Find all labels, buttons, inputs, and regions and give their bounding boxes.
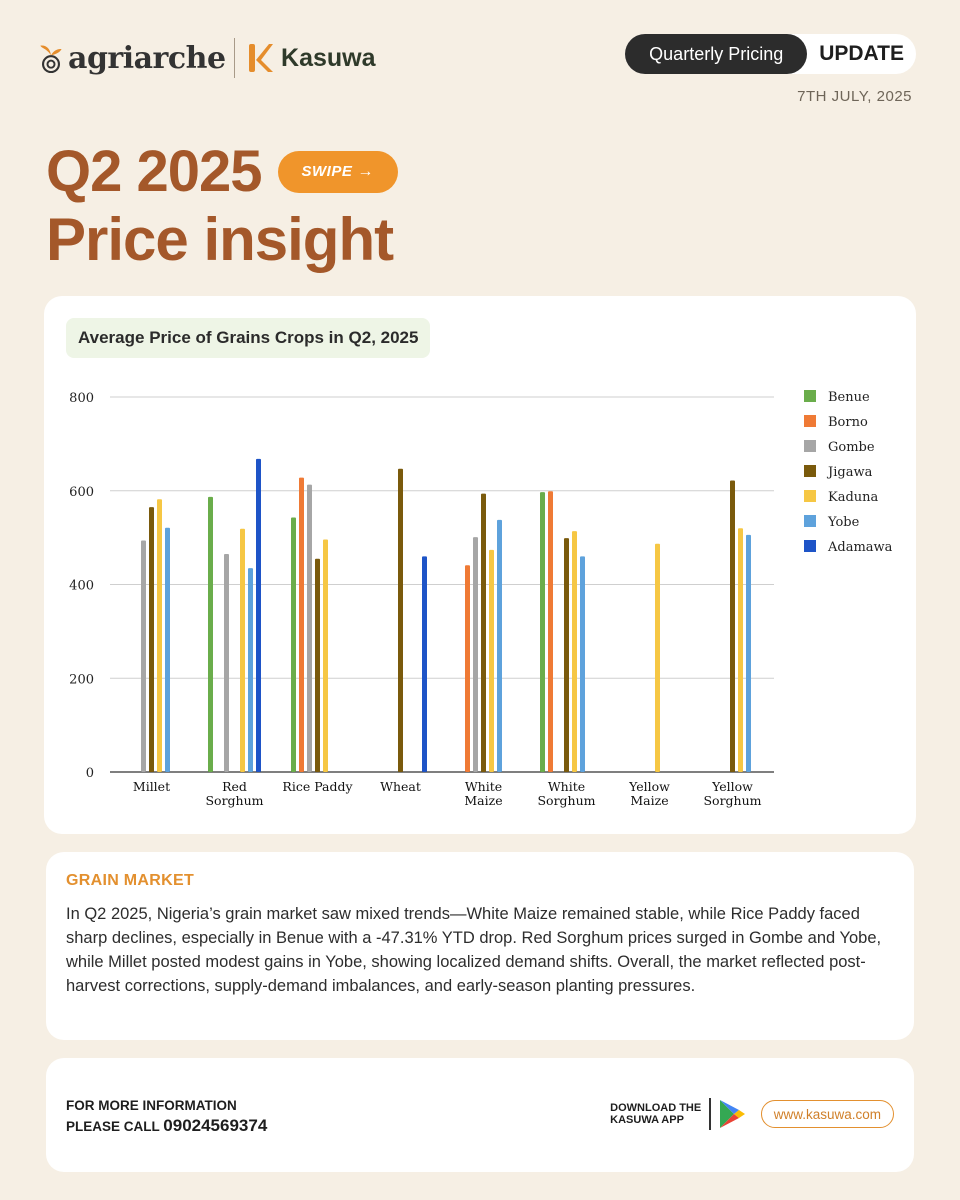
bar-kaduna-4 <box>489 549 494 772</box>
footer-card: FOR MORE INFORMATION PLEASE CALL 0902456… <box>46 1058 914 1172</box>
y-tick-label: 600 <box>69 485 94 500</box>
x-tick-label: Sorghum <box>537 793 595 808</box>
x-tick-label: White <box>465 779 502 794</box>
quarterly-update-badge: Quarterly Pricing UPDATE <box>625 34 916 74</box>
bar-borno-5 <box>548 491 553 772</box>
chart-title: Average Price of Grains Crops in Q2, 202… <box>66 318 431 358</box>
bar-gombe-1 <box>224 554 229 772</box>
legend-swatch <box>804 465 816 477</box>
legend-label: Borno <box>828 415 868 430</box>
swipe-label: SWIPE <box>301 163 353 180</box>
x-tick-label: Yellow <box>628 779 670 794</box>
legend-label: Adamawa <box>827 540 893 555</box>
bar-kaduna-2 <box>323 539 328 772</box>
kasuwa-k-icon <box>249 44 274 72</box>
website-link[interactable]: www.kasuwa.com <box>760 1100 894 1128</box>
download-line-1: DOWNLOAD THE <box>610 1102 702 1114</box>
agriarche-wordmark: agriarche <box>68 40 226 76</box>
download-divider <box>709 1098 711 1130</box>
bar-kaduna-0 <box>157 499 162 772</box>
contact-line-2: PLEASE CALL <box>66 1119 160 1134</box>
download-line-2: KASUWA APP <box>610 1114 684 1126</box>
bar-adamawa-1 <box>256 458 261 772</box>
brand-logos: agriarche Kasuwa <box>36 38 376 78</box>
legend-label: Gombe <box>828 440 875 455</box>
bar-yobe-1 <box>248 568 253 772</box>
bar-jigawa-0 <box>149 507 154 772</box>
bar-jigawa-3 <box>398 468 403 772</box>
legend-swatch <box>804 515 816 527</box>
legend-swatch <box>804 390 816 402</box>
legend-label: Benue <box>828 390 870 405</box>
x-tick-label: Millet <box>133 779 170 794</box>
legend-swatch <box>804 490 816 502</box>
x-tick-label: Wheat <box>380 779 421 794</box>
contact-info: FOR MORE INFORMATION PLEASE CALL 0902456… <box>66 1096 267 1137</box>
legend-swatch <box>804 540 816 552</box>
headline: Q2 2025 SWIPE → Price insight <box>46 140 398 272</box>
x-tick-label: Red <box>222 779 247 794</box>
market-commentary: In Q2 2025, Nigeria’s grain market saw m… <box>66 905 882 995</box>
bar-gombe-4 <box>473 537 478 772</box>
bar-gombe-2 <box>307 484 312 772</box>
kasuwa-wordmark: Kasuwa <box>281 43 376 72</box>
phone-number[interactable]: 09024569374 <box>163 1116 268 1135</box>
publish-date: 7TH JULY, 2025 <box>797 88 912 105</box>
y-tick-label: 800 <box>69 391 94 406</box>
contact-line-1: FOR MORE INFORMATION <box>66 1098 237 1113</box>
legend-label: Yobe <box>827 515 860 530</box>
bar-jigawa-7 <box>730 480 735 772</box>
legend-label: Kaduna <box>828 490 879 505</box>
legend-label: Jigawa <box>826 465 873 480</box>
y-tick-label: 0 <box>86 766 94 781</box>
app-download: DOWNLOAD THE KASUWA APP www.kasuwa.com <box>610 1098 894 1130</box>
bar-gombe-0 <box>141 540 146 772</box>
bar-adamawa-3 <box>422 556 427 772</box>
bar-yobe-5 <box>580 556 585 772</box>
bar-jigawa-2 <box>315 558 320 772</box>
legend-swatch <box>804 415 816 427</box>
headline-subtitle: Price insight <box>46 206 394 273</box>
kasuwa-logo: Kasuwa <box>247 42 376 74</box>
bar-jigawa-4 <box>481 493 486 772</box>
y-tick-label: 400 <box>69 579 94 594</box>
x-tick-label: Maize <box>630 793 668 808</box>
update-label: UPDATE <box>819 42 904 65</box>
bar-yobe-7 <box>746 534 751 772</box>
bar-borno-2 <box>299 477 304 772</box>
swipe-button[interactable]: SWIPE → <box>277 151 398 193</box>
bar-borno-4 <box>465 565 470 772</box>
logo-divider <box>233 38 236 78</box>
bar-benue-2 <box>291 517 296 772</box>
bar-yobe-4 <box>497 519 502 772</box>
chart-card: 0 200 400 600 800 Millet Red Sorghum Rice Paddy W… <box>44 296 916 834</box>
x-tick-label: Maize <box>464 793 502 808</box>
bar-kaduna-5 <box>572 531 577 772</box>
arrow-right-icon: → <box>357 163 374 180</box>
google-play-icon[interactable] <box>717 1098 747 1130</box>
headline-quarter: Q2 2025 <box>46 139 263 204</box>
bar-kaduna-1 <box>240 528 245 772</box>
y-tick-label: 200 <box>69 672 94 687</box>
legend-swatch <box>804 440 816 452</box>
agriarche-logo: agriarche <box>36 41 226 76</box>
download-text: DOWNLOAD THE KASUWA APP <box>610 1102 701 1126</box>
x-tick-label: Rice Paddy <box>282 779 353 794</box>
bar-jigawa-5 <box>564 538 569 772</box>
x-tick-label: White <box>548 779 585 794</box>
agriarche-sprout-icon <box>40 45 62 73</box>
bar-kaduna-6 <box>655 543 660 772</box>
x-tick-label: Sorghum <box>205 793 263 808</box>
x-tick-label: Yellow <box>711 779 753 794</box>
market-commentary-card: GRAIN MARKET In Q2 2025, Nigeria’s grain… <box>46 852 914 1040</box>
bar-benue-1 <box>208 496 213 772</box>
section-heading: GRAIN MARKET <box>66 872 195 889</box>
x-tick-label: Sorghum <box>703 793 761 808</box>
bar-yobe-0 <box>165 527 170 772</box>
bar-kaduna-7 <box>738 528 743 772</box>
bar-benue-5 <box>540 492 545 772</box>
quarterly-pricing-label: Quarterly Pricing <box>625 34 808 74</box>
